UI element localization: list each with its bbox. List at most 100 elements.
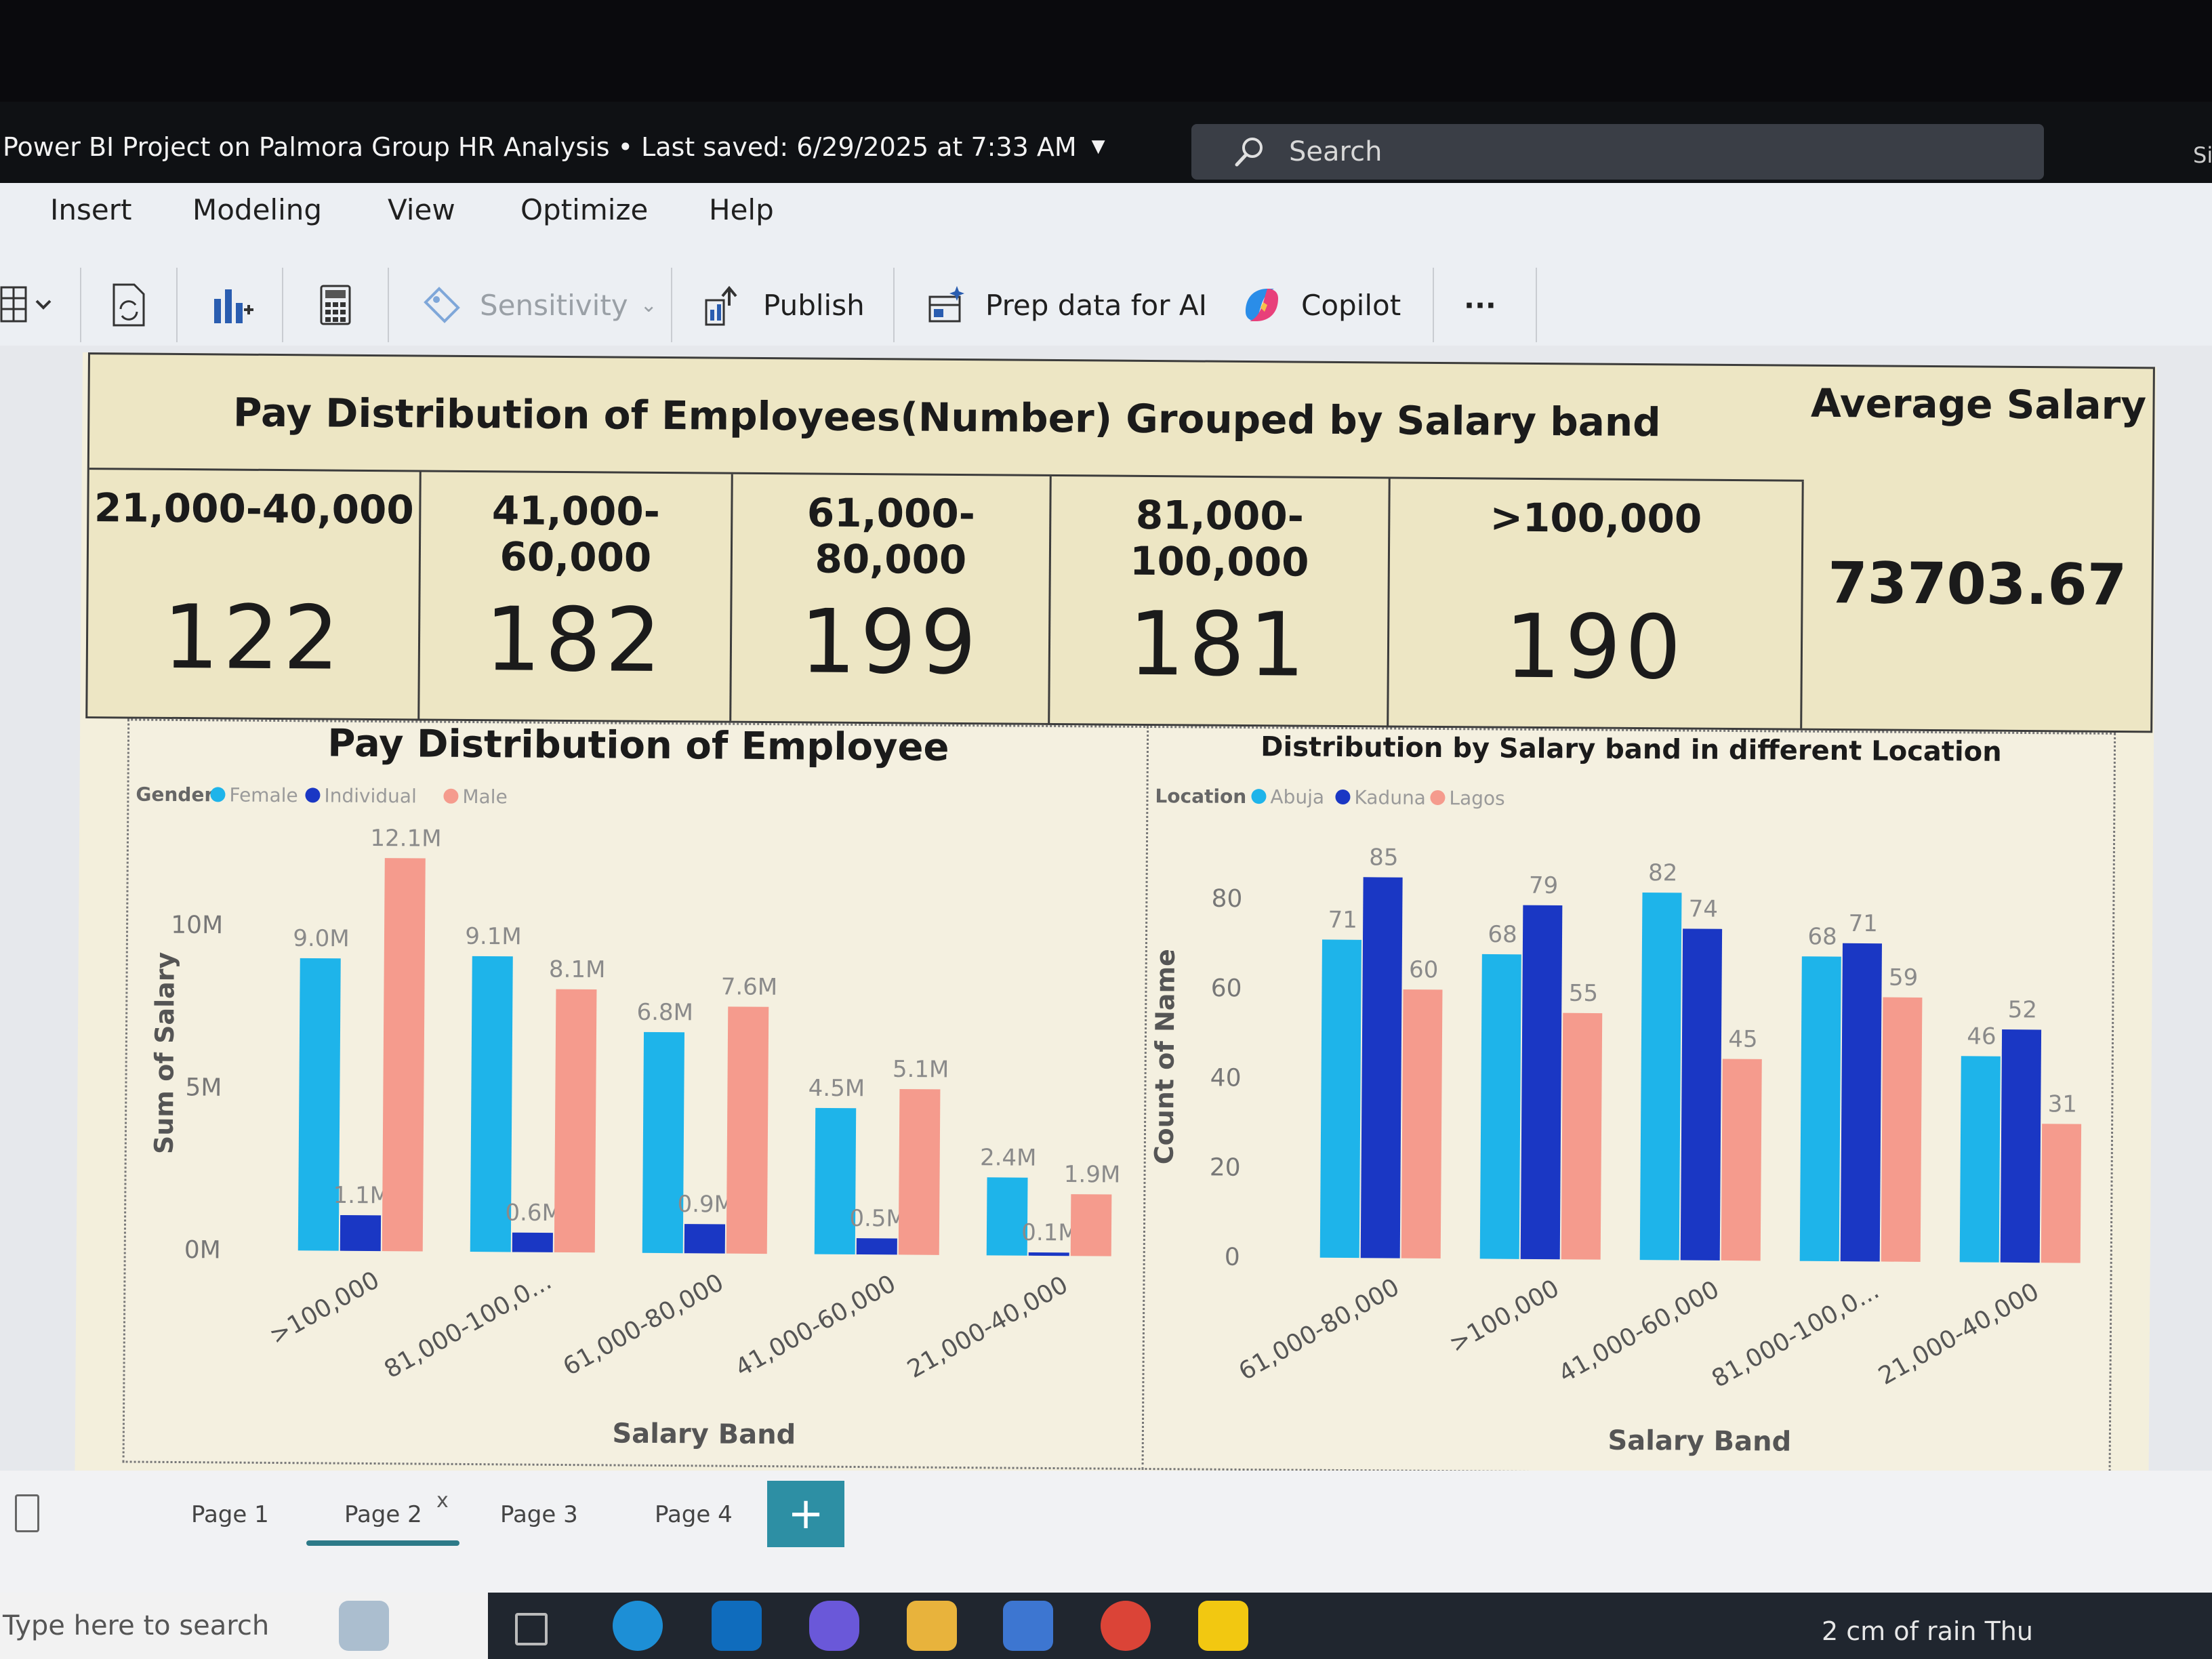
y-tick-label: 60 bbox=[1211, 975, 1242, 1002]
data-label: 68 bbox=[1807, 923, 1837, 950]
legend-marker bbox=[305, 787, 321, 803]
data-label: 2.4M bbox=[980, 1144, 1037, 1172]
bar-lagos bbox=[1561, 1012, 1603, 1260]
x-axis-title: Salary Band bbox=[1607, 1425, 1791, 1458]
search-placeholder: Search bbox=[1289, 136, 1382, 167]
bar-individual bbox=[340, 1214, 382, 1252]
store-icon[interactable] bbox=[1003, 1601, 1053, 1651]
kpi-label: 21,000-40,000 bbox=[94, 485, 414, 533]
sensitivity-icon bbox=[424, 287, 460, 323]
data-label: 52 bbox=[2008, 996, 2038, 1023]
kpi-card[interactable]: >100,000 190 bbox=[1389, 478, 1804, 729]
bar-kaduna bbox=[1840, 943, 1882, 1262]
kpi-card[interactable]: 81,000-100,000 181 bbox=[1050, 476, 1391, 726]
chart-title: Distribution by Salary band in different… bbox=[1261, 731, 2002, 768]
publish-button[interactable]: Publish bbox=[703, 278, 865, 332]
outlook-icon[interactable] bbox=[712, 1601, 762, 1651]
data-label: 0.5M bbox=[849, 1205, 906, 1233]
legend-label: Female bbox=[229, 784, 298, 807]
sensitivity-button[interactable]: Sensitivity ⌄ bbox=[422, 278, 657, 332]
data-label: 1.9M bbox=[1064, 1161, 1121, 1189]
chevron-down-icon[interactable]: ▼ bbox=[1091, 136, 1105, 157]
kpi-card-grid[interactable]: Pay Distribution of Employees(Number) Gr… bbox=[85, 352, 2155, 733]
bar-lagos bbox=[1721, 1059, 1762, 1261]
bar-individual bbox=[512, 1232, 553, 1252]
refresh-icon bbox=[112, 283, 145, 327]
kpi-card[interactable]: 41,000-60,000 182 bbox=[419, 472, 733, 721]
table-dropdown-button[interactable] bbox=[0, 278, 57, 332]
file-explorer-icon[interactable] bbox=[907, 1601, 957, 1651]
new-visual-button[interactable] bbox=[210, 278, 255, 332]
data-label: 31 bbox=[2048, 1090, 2078, 1118]
copilot-icon bbox=[1246, 289, 1278, 321]
taskbar-search-input[interactable]: Type here to search bbox=[0, 1593, 488, 1659]
data-label: 12.1M bbox=[370, 825, 441, 853]
refresh-button[interactable] bbox=[107, 278, 149, 332]
bar-male bbox=[1070, 1194, 1112, 1256]
chart-location-distribution[interactable]: Distribution by Salary band in different… bbox=[1141, 725, 2116, 1477]
report-page: Pay Distribution of Employees(Number) Gr… bbox=[75, 352, 2156, 1486]
chrome-icon[interactable] bbox=[1101, 1601, 1151, 1651]
kpi-value: 181 bbox=[1128, 592, 1310, 697]
average-salary-card[interactable]: Average Salary 73703.67 bbox=[1802, 367, 2153, 731]
kpi-card[interactable]: 61,000-80,000 199 bbox=[731, 474, 1052, 723]
chart-pay-distribution[interactable]: Pay Distribution of Employee Gender Female… bbox=[122, 718, 1150, 1470]
new-measure-button[interactable] bbox=[319, 278, 352, 332]
prep-data-ai-button[interactable]: Prep data for AI bbox=[927, 278, 1207, 332]
legend-marker bbox=[1430, 790, 1446, 805]
bar-individual bbox=[856, 1238, 897, 1255]
more-options-button[interactable]: ··· bbox=[1464, 288, 1496, 322]
ribbon-separator bbox=[1536, 268, 1537, 342]
document-title-text: Power BI Project on Palmora Group HR Ana… bbox=[3, 132, 1077, 162]
data-label: 7.6M bbox=[721, 973, 778, 1001]
legend-label: Male bbox=[462, 785, 508, 808]
y-tick-label: 0 bbox=[1225, 1244, 1240, 1271]
title-edge-text: Si bbox=[2193, 142, 2212, 168]
kpi-label: 41,000-60,000 bbox=[491, 487, 661, 581]
search-input[interactable]: Search bbox=[1191, 124, 2044, 180]
data-label: 71 bbox=[1328, 906, 1357, 933]
mobile-layout-icon[interactable] bbox=[15, 1494, 39, 1532]
kpi-card[interactable]: 21,000-40,000 122 bbox=[87, 470, 422, 719]
legend-title: Gender bbox=[136, 783, 213, 806]
x-tick-label: >100,000 bbox=[265, 1266, 384, 1350]
menu-insert[interactable]: Insert bbox=[50, 193, 132, 226]
close-tab-icon[interactable]: x bbox=[436, 1489, 449, 1513]
menu-modeling[interactable]: Modeling bbox=[192, 193, 323, 226]
menu-view[interactable]: View bbox=[388, 193, 455, 226]
x-tick-label: 41,000-60,000 bbox=[1554, 1275, 1724, 1389]
copilot-button[interactable]: Copilot bbox=[1240, 278, 1401, 332]
page-tab-bar bbox=[0, 1471, 2212, 1593]
data-label: 82 bbox=[1648, 859, 1678, 886]
bar-abuja bbox=[1319, 939, 1361, 1258]
bar-female bbox=[814, 1107, 857, 1254]
tab-page-4[interactable]: Page 4 bbox=[655, 1501, 733, 1528]
menu-help[interactable]: Help bbox=[709, 193, 774, 226]
data-label: 60 bbox=[1409, 956, 1439, 983]
legend-title: Location bbox=[1155, 785, 1246, 808]
kpi-title: Pay Distribution of Employees(Number) Gr… bbox=[89, 354, 1805, 482]
data-label: 9.1M bbox=[465, 923, 522, 951]
tab-page-3[interactable]: Page 3 bbox=[500, 1501, 578, 1528]
ribbon-separator bbox=[282, 268, 283, 342]
tab-page-1[interactable]: Page 1 bbox=[191, 1501, 269, 1528]
kpi-label: 61,000-80,000 bbox=[806, 489, 976, 583]
task-view-icon[interactable] bbox=[515, 1613, 548, 1645]
bar-abuja bbox=[1479, 954, 1521, 1259]
add-page-button[interactable]: + bbox=[767, 1481, 844, 1547]
menu-optimize[interactable]: Optimize bbox=[520, 193, 649, 226]
copilot-app-icon[interactable] bbox=[809, 1601, 859, 1651]
bar-lagos bbox=[1881, 997, 1923, 1262]
document-title[interactable]: Power BI Project on Palmora Group HR Ana… bbox=[3, 132, 1105, 162]
power-bi-icon[interactable] bbox=[1198, 1601, 1248, 1651]
x-tick-label: 81,000-100,0... bbox=[1707, 1277, 1884, 1393]
data-label: 4.5M bbox=[808, 1075, 865, 1103]
ribbon-separator bbox=[176, 268, 178, 342]
tab-page-2[interactable]: Page 2 bbox=[344, 1501, 422, 1528]
publish-label: Publish bbox=[763, 288, 865, 322]
legend-marker bbox=[443, 788, 459, 804]
y-axis-title: Count of Name bbox=[1149, 949, 1181, 1164]
edge-browser-icon[interactable] bbox=[613, 1601, 663, 1651]
table-icon bbox=[0, 286, 52, 323]
x-axis-title: Salary Band bbox=[612, 1418, 796, 1450]
